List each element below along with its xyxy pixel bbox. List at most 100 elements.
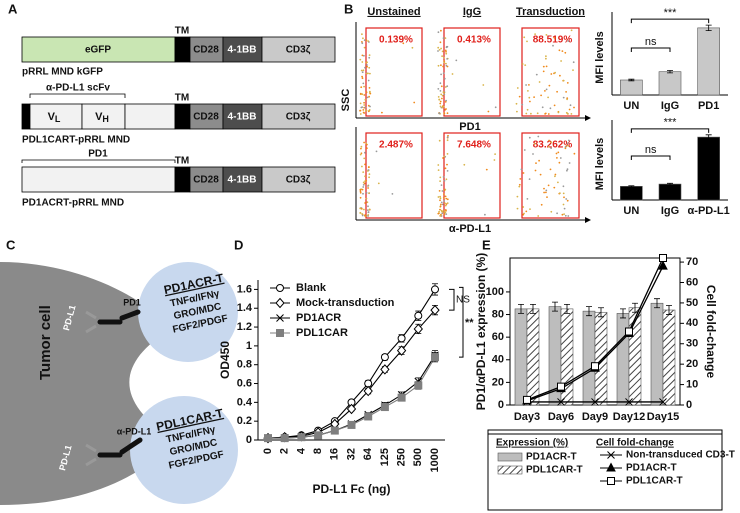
flow-event [550,73,553,75]
legend-label: PD1ACR-T [626,463,677,474]
significance-bracket [449,288,455,311]
gate-percent: 0.139% [379,35,413,46]
flow-event [532,153,534,155]
legend-label: PDL1CAR [296,327,348,339]
line [267,309,436,439]
y-tick-label: 1.6 [237,283,252,295]
marker [413,323,423,335]
legend-group: Expression (%) [496,438,568,449]
flow-event [526,40,528,43]
y-axis-label: PD1/αPD-L1 expression (%) [474,253,488,410]
flow-event [537,215,540,217]
flow-event [530,112,532,115]
flow-event [445,62,447,65]
flow-event [442,176,445,178]
flow-event [560,60,562,62]
flow-event [365,179,368,182]
error-bar [598,307,604,318]
flow-event [365,91,368,94]
x-tick-label: 250 [396,448,408,466]
flow-event [437,212,440,215]
y-tick-label: 1.2 [237,321,252,333]
x-tick-label: 64 [362,447,374,460]
flow-event [438,112,441,115]
flow-event [437,64,440,67]
gate-percent: 88.519% [533,35,573,46]
flow-event [365,215,367,217]
flow-event [439,197,442,200]
flow-event [368,173,371,176]
flow-event [545,55,547,58]
flow-event [368,87,371,89]
flow-event [535,73,538,76]
flow-event [553,37,556,39]
error-bar [518,303,524,314]
flow-event [366,147,368,150]
flow-event [362,111,365,114]
flow-event [359,109,361,112]
flow-event [362,69,365,72]
flow-event [566,97,569,99]
flow-event [573,106,575,109]
error-bar [666,305,672,315]
flow-event [446,139,449,142]
gate-percent: 2.487% [379,140,413,151]
flow-event [535,162,537,165]
marker [396,345,407,356]
flow-event [365,197,368,200]
legend-label: PDL1CAR-T [526,465,583,476]
gate-percent: 7.648% [457,140,491,151]
flow-event [567,139,570,142]
flow-event [377,182,380,185]
x-tick-label: 8 [312,448,324,454]
flow-event [440,93,443,96]
flow-event [444,167,447,170]
flow-event [562,96,565,99]
receptor [97,309,143,458]
significance-label: ns [645,144,657,156]
flow-event [568,162,571,164]
panel-label: C [6,237,16,252]
flow-event [443,193,445,196]
flow-event [375,150,378,153]
flow-event [441,50,444,53]
error-bar [628,185,635,188]
flow-event [359,191,362,194]
flow-event [570,113,573,115]
flow-event [524,64,527,66]
flow-event [536,112,539,115]
flow-event [439,208,441,211]
flow-event [547,184,550,187]
flow-event [381,111,383,114]
flow-event [362,37,364,40]
x-axis-label: α-PD-L1 [449,223,491,235]
flow-event [440,184,443,187]
flow-event [518,183,521,186]
flow-event [553,104,556,107]
flow-event [544,90,546,92]
flow-event [443,112,446,115]
flow-event [439,41,442,44]
flow-event [365,39,368,42]
flow-event [442,91,445,93]
flow-event [438,190,441,192]
flow-event [538,81,541,83]
flow-event [367,211,370,214]
flow-event [361,188,364,191]
significance-label: *** [664,7,678,19]
significance-label: *** [664,117,678,129]
flow-event [548,84,551,87]
marker [659,254,667,262]
flow-event [446,153,449,155]
flow-event [526,108,529,111]
marker [431,285,439,294]
marker [523,395,531,404]
y-tick-label: 80 [492,308,504,320]
flow-event [442,105,445,108]
flow-event [402,42,405,45]
flow-event [360,69,363,72]
flow-event [367,40,370,42]
flow-event [442,157,444,159]
domain-label: CD3ζ [286,175,311,186]
